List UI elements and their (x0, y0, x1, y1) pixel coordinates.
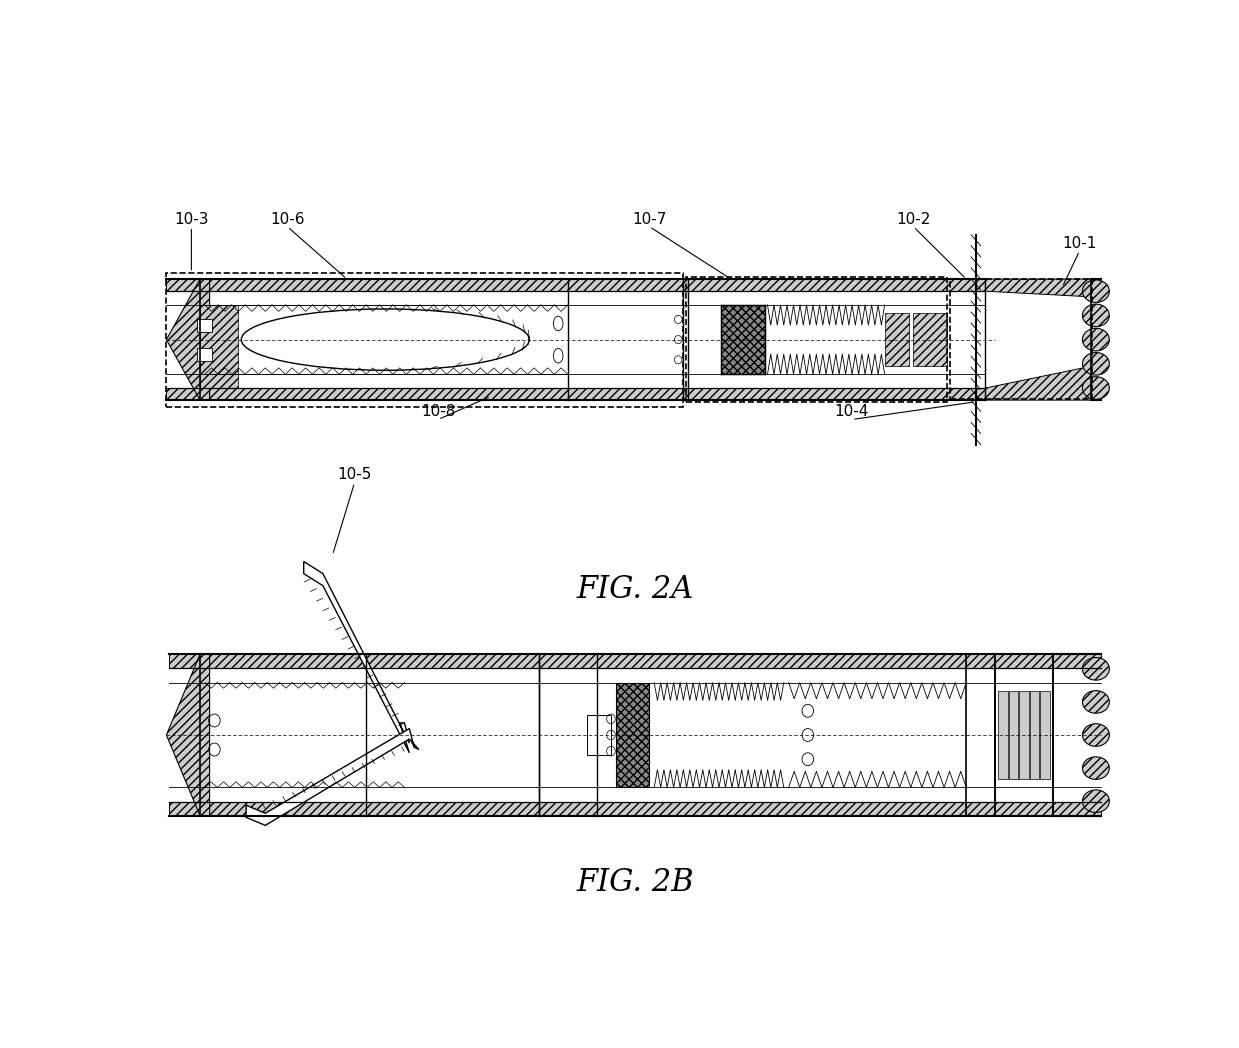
Polygon shape (166, 279, 209, 400)
Text: 10-5: 10-5 (337, 467, 372, 482)
Polygon shape (166, 654, 209, 815)
Bar (587, 715, 611, 756)
Polygon shape (170, 654, 1100, 668)
Ellipse shape (1083, 352, 1109, 375)
Polygon shape (247, 728, 419, 826)
Polygon shape (721, 305, 764, 374)
Bar (197, 319, 212, 331)
Bar (1041, 691, 1049, 780)
Polygon shape (539, 802, 597, 815)
Polygon shape (913, 313, 947, 366)
Polygon shape (985, 366, 1092, 400)
Text: 10-7: 10-7 (632, 212, 667, 226)
Polygon shape (567, 279, 683, 291)
Ellipse shape (1083, 280, 1109, 303)
Polygon shape (966, 654, 995, 668)
Polygon shape (539, 654, 597, 668)
Bar (950, 279, 1092, 398)
Polygon shape (367, 654, 539, 668)
Ellipse shape (1083, 724, 1109, 746)
Bar (1018, 691, 1028, 780)
Text: 10-6: 10-6 (270, 212, 305, 226)
Polygon shape (683, 279, 985, 291)
Polygon shape (367, 802, 539, 815)
Ellipse shape (1083, 691, 1109, 714)
Text: 10-4: 10-4 (835, 405, 870, 419)
Bar (997, 691, 1007, 780)
Polygon shape (170, 802, 1100, 815)
Bar (1009, 691, 1018, 780)
Polygon shape (304, 562, 409, 752)
Ellipse shape (1083, 328, 1109, 351)
Polygon shape (166, 388, 683, 400)
Bar (197, 348, 212, 361)
Ellipse shape (1083, 757, 1109, 780)
Polygon shape (966, 802, 995, 815)
Bar (686, 277, 947, 401)
Text: 10-1: 10-1 (1062, 236, 1097, 250)
Bar (166, 274, 683, 407)
Ellipse shape (1083, 376, 1109, 399)
Text: 10-3: 10-3 (175, 212, 208, 226)
Ellipse shape (1083, 790, 1109, 812)
Polygon shape (995, 802, 1053, 815)
Polygon shape (885, 313, 908, 366)
Polygon shape (683, 388, 985, 400)
Text: 10-8: 10-8 (421, 405, 455, 419)
Polygon shape (985, 279, 1092, 297)
Polygon shape (995, 654, 1053, 668)
Polygon shape (199, 305, 238, 388)
Text: 10-2: 10-2 (896, 212, 930, 226)
Ellipse shape (1083, 657, 1109, 680)
Text: FIG. 2A: FIG. 2A (576, 574, 694, 606)
Polygon shape (567, 388, 683, 400)
Text: FIG. 2B: FIG. 2B (576, 867, 694, 898)
Ellipse shape (1083, 304, 1109, 327)
Bar (1030, 691, 1040, 780)
Polygon shape (166, 279, 683, 291)
Polygon shape (616, 682, 649, 787)
